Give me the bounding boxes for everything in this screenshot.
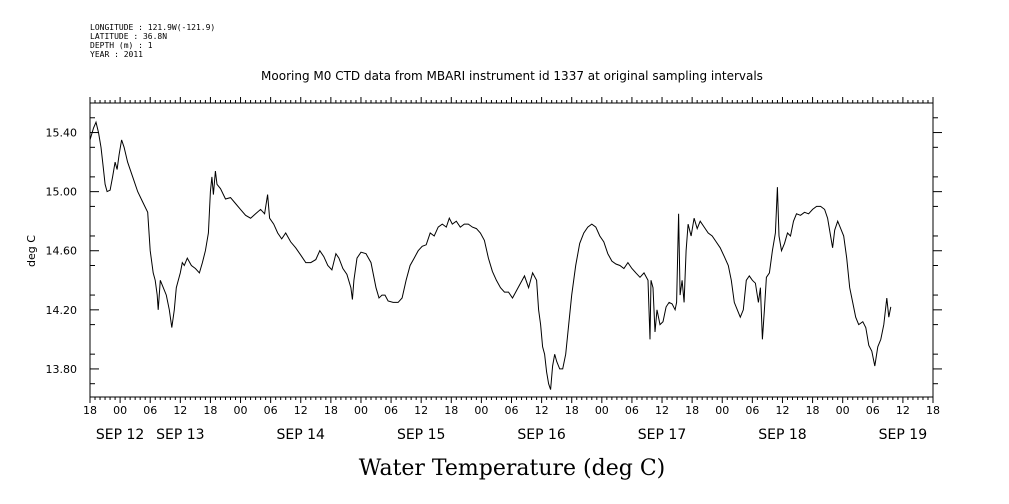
x-date-label: SEP 14 (277, 427, 326, 443)
x-hour-label: 12 (294, 404, 308, 417)
x-hour-label: 06 (143, 404, 157, 417)
x-hour-label: 18 (444, 404, 458, 417)
plot-frame (89, 102, 934, 398)
x-hour-label: 00 (474, 404, 488, 417)
x-hour-label: 12 (775, 404, 789, 417)
chart-title: Mooring M0 CTD data from MBARI instrumen… (261, 69, 763, 83)
x-hour-label: 18 (926, 404, 940, 417)
x-hour-label: 06 (625, 404, 639, 417)
x-hour-label: 18 (565, 404, 579, 417)
y-tick-label: 14.60 (46, 245, 78, 258)
x-hour-label: 12 (414, 404, 428, 417)
y-tick-label: 15.40 (46, 127, 78, 140)
longitude-label: LONGITUDE : 121.9W(-121.9) (90, 23, 215, 32)
year-label: YEAR : 2011 (90, 50, 143, 59)
x-hour-label: 00 (113, 404, 127, 417)
x-hour-label: 06 (745, 404, 759, 417)
x-hour-label: 12 (535, 404, 549, 417)
x-date-label: SEP 15 (397, 427, 445, 443)
x-date-label: SEP 16 (517, 427, 566, 443)
x-date-label: SEP 19 (879, 427, 927, 443)
axis-ticks (89, 97, 934, 403)
x-hour-label: 18 (83, 404, 97, 417)
y-axis: 15.40 15.00 14.60 14.20 13.80 (46, 117, 942, 385)
station-metadata: LONGITUDE : 121.9W(-121.9) LATITUDE : 36… (90, 23, 215, 59)
x-hour-label: 18 (203, 404, 217, 417)
x-date-label: SEP 12 (96, 427, 144, 443)
y-axis-title: deg C (25, 235, 38, 267)
latitude-label: LATITUDE : 36.8N (90, 32, 167, 41)
x-date-label: SEP 17 (638, 427, 686, 443)
x-hour-label: 12 (896, 404, 910, 417)
x-hour-label: 12 (655, 404, 669, 417)
x-hour-label: 00 (595, 404, 609, 417)
x-hour-label: 06 (384, 404, 398, 417)
x-hour-label: 00 (354, 404, 368, 417)
x-hour-label: 00 (836, 404, 850, 417)
x-axis: 18 00 06 12 18 00 06 12 18 00 06 12 18 00 06 12 18 00 06 12… (83, 404, 940, 443)
x-hour-label: 00 (234, 404, 248, 417)
x-date-label: SEP 13 (156, 427, 204, 443)
y-tick-label: 15.00 (46, 186, 78, 199)
x-hour-label: 00 (715, 404, 729, 417)
y-tick-label: 14.20 (46, 304, 78, 317)
water-temperature-line (89, 120, 892, 390)
x-axis-title: Water Temperature (deg C) (359, 456, 666, 481)
x-hour-label: 18 (685, 404, 699, 417)
x-hour-label: 06 (505, 404, 519, 417)
x-hour-label: 18 (324, 404, 338, 417)
x-hour-label: 06 (264, 404, 278, 417)
depth-label: DEPTH (m) : 1 (90, 41, 153, 50)
x-hour-label: 18 (806, 404, 820, 417)
x-date-label: SEP 18 (758, 427, 806, 443)
y-tick-label: 13.80 (46, 363, 78, 376)
x-hour-label: 12 (173, 404, 187, 417)
x-hour-label: 06 (866, 404, 880, 417)
